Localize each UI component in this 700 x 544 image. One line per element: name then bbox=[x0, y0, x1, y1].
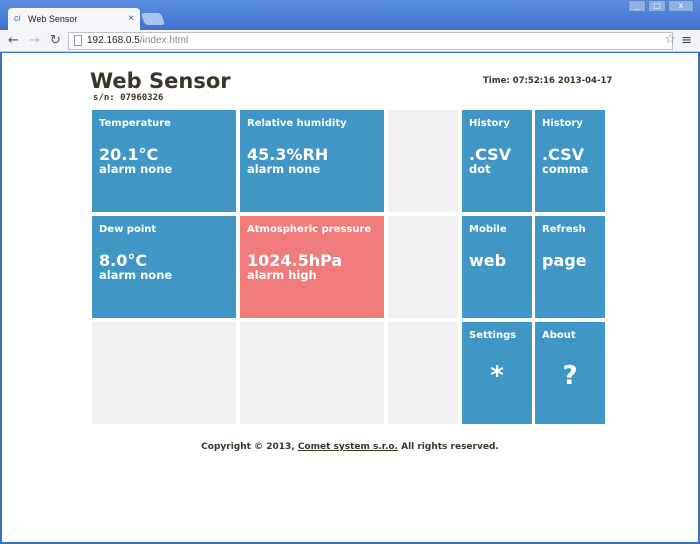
tile-value: 20.1°C bbox=[99, 145, 159, 164]
browser-tab[interactable]: ci Web Sensor × bbox=[8, 8, 140, 30]
tile-label: History bbox=[469, 118, 510, 129]
tile-alarm: alarm none bbox=[247, 162, 321, 176]
tile-label: Temperature bbox=[99, 118, 171, 129]
footer: Copyright © 2013, Comet system s.r.o. Al… bbox=[2, 442, 698, 452]
tile-value: .CSV bbox=[469, 145, 512, 164]
tile-label: Dew point bbox=[99, 224, 157, 235]
tile-empty bbox=[388, 110, 458, 212]
tile-empty bbox=[388, 216, 458, 318]
tile-label: History bbox=[542, 118, 583, 129]
favicon-icon: ci bbox=[14, 13, 21, 23]
tile-sub: comma bbox=[542, 162, 589, 176]
settings-asterisk-icon: * bbox=[490, 361, 504, 391]
url-host: 192.168.0.5 bbox=[87, 35, 140, 46]
tile-label: Relative humidity bbox=[247, 118, 347, 129]
tile-alarm: alarm none bbox=[99, 268, 173, 282]
new-tab-button[interactable] bbox=[140, 13, 166, 25]
minimize-button[interactable]: _ bbox=[628, 0, 646, 12]
tile-value: .CSV bbox=[542, 145, 585, 164]
tile-about[interactable]: About ? bbox=[535, 322, 605, 424]
maximize-button[interactable]: □ bbox=[648, 0, 666, 12]
tile-label: Mobile bbox=[469, 224, 507, 235]
tile-empty bbox=[92, 322, 236, 424]
tile-pressure[interactable]: Atmospheric pressure 1024.5hPa alarm hig… bbox=[240, 216, 384, 318]
tile-empty bbox=[240, 322, 384, 424]
page-icon bbox=[74, 35, 82, 46]
serial-number: s/n: 07960326 bbox=[93, 93, 164, 103]
about-question-icon: ? bbox=[562, 361, 578, 391]
tile-label: Refresh bbox=[542, 224, 586, 235]
tile-dew-point[interactable]: Dew point 8.0°C alarm none bbox=[92, 216, 236, 318]
tile-value: 8.0°C bbox=[99, 251, 148, 270]
tile-label: Settings bbox=[469, 330, 517, 341]
menu-icon[interactable]: ≡ bbox=[681, 33, 692, 48]
close-window-button[interactable]: x bbox=[668, 0, 694, 12]
address-bar[interactable]: 192.168.0.5/index.html bbox=[68, 32, 673, 50]
browser-toolbar: ← → ↻ 192.168.0.5/index.html ☆ ≡ bbox=[0, 30, 700, 52]
tile-alarm: alarm high bbox=[247, 268, 317, 282]
page-title: Web Sensor bbox=[90, 69, 231, 93]
time-display: Time: 07:52:16 2013-04-17 bbox=[483, 76, 613, 86]
tile-value: page bbox=[542, 251, 587, 270]
back-icon[interactable]: ← bbox=[8, 33, 19, 48]
tile-settings[interactable]: Settings * bbox=[462, 322, 532, 424]
rights-text: All rights reserved. bbox=[397, 442, 499, 452]
tab-title: Web Sensor bbox=[28, 14, 78, 24]
tile-mobile-web[interactable]: Mobile web bbox=[462, 216, 532, 318]
tile-empty bbox=[388, 322, 458, 424]
close-tab-icon[interactable]: × bbox=[128, 13, 134, 24]
company-link[interactable]: Comet system s.r.o. bbox=[297, 442, 398, 452]
tile-refresh-page[interactable]: Refresh page bbox=[535, 216, 605, 318]
tile-temperature[interactable]: Temperature 20.1°C alarm none bbox=[92, 110, 236, 212]
tile-history-comma[interactable]: History .CSV comma bbox=[535, 110, 605, 212]
tile-alarm: alarm none bbox=[99, 162, 173, 176]
tile-value: web bbox=[469, 251, 507, 270]
tile-value: 1024.5hPa bbox=[247, 251, 343, 270]
url-path: /index.html bbox=[139, 35, 189, 46]
bookmark-star-icon[interactable]: ☆ bbox=[664, 32, 676, 47]
tile-label: About bbox=[542, 330, 576, 341]
tile-history-dot[interactable]: History .CSV dot bbox=[462, 110, 532, 212]
tile-label: Atmospheric pressure bbox=[247, 224, 372, 235]
copyright-text: Copyright © 2013, bbox=[201, 442, 298, 452]
tile-value: 45.3%RH bbox=[247, 145, 329, 164]
reload-icon[interactable]: ↻ bbox=[50, 33, 61, 48]
title-bar: ci Web Sensor × _ □ x bbox=[0, 0, 700, 30]
page-content: Web Sensor s/n: 07960326 Time: 07:52:16 … bbox=[2, 53, 698, 542]
tile-humidity[interactable]: Relative humidity 45.3%RH alarm none bbox=[240, 110, 384, 212]
forward-icon[interactable]: → bbox=[29, 33, 40, 48]
tile-sub: dot bbox=[469, 162, 491, 176]
